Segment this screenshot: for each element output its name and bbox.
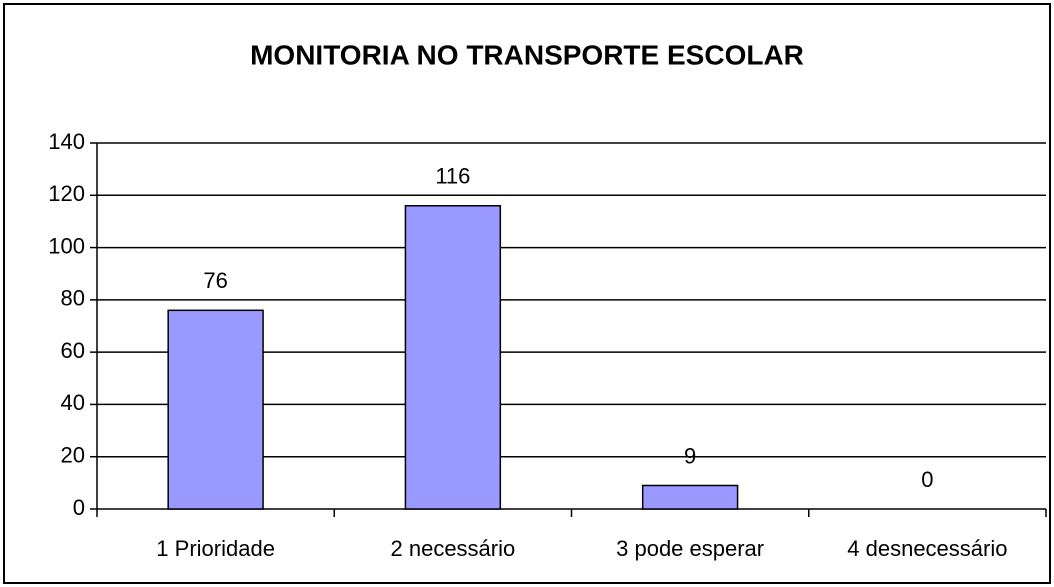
y-tick-label: 0 xyxy=(73,495,85,520)
bar xyxy=(641,484,739,510)
x-tick-label: 2 necessário xyxy=(391,536,516,561)
x-tick-label: 3 pode esperar xyxy=(616,536,764,561)
y-tick-label: 80 xyxy=(61,286,85,311)
bar xyxy=(404,204,502,510)
data-label: 9 xyxy=(684,443,696,468)
chart-title: MONITORIA NO TRANSPORTE ESCOLAR xyxy=(250,39,804,70)
bar xyxy=(167,309,264,510)
data-label: 0 xyxy=(921,467,933,492)
x-tick-label: 1 Prioridade xyxy=(156,536,275,561)
x-tick-label: 4 desnecessário xyxy=(847,536,1007,561)
y-tick-label: 120 xyxy=(48,181,85,206)
y-tick-label: 40 xyxy=(61,390,85,415)
data-label: 76 xyxy=(203,268,227,293)
chart-border xyxy=(3,3,1051,584)
data-label: 116 xyxy=(435,164,470,189)
y-tick-label: 140 xyxy=(48,129,85,154)
y-tick-label: 60 xyxy=(61,338,85,363)
y-tick-label: 20 xyxy=(61,443,85,468)
y-tick-label: 100 xyxy=(48,233,85,258)
